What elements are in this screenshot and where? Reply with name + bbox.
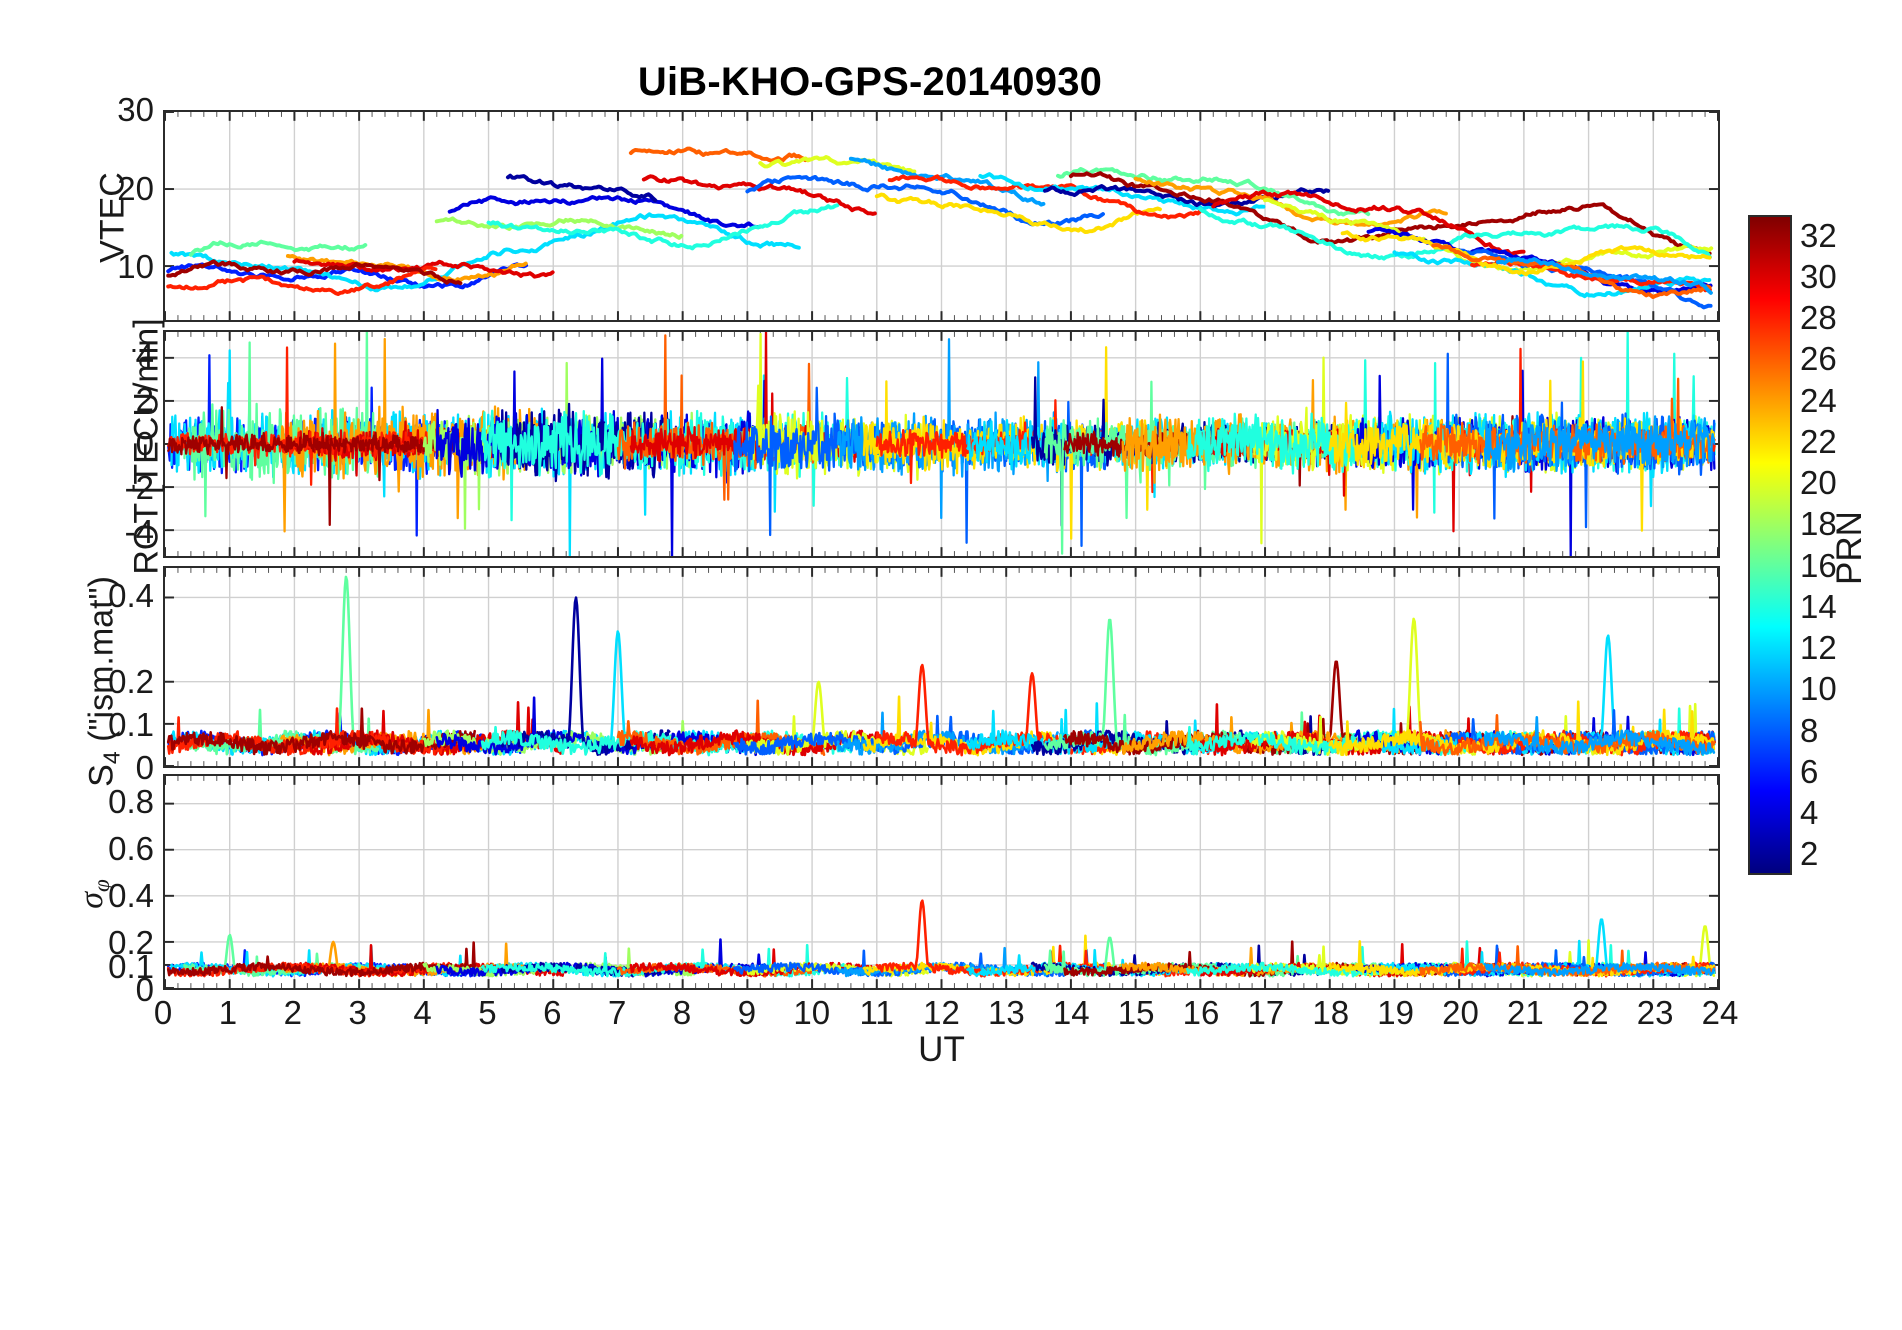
- colorbar-tick-label: 4: [1800, 794, 1819, 832]
- colorbar-tick-label: 10: [1800, 670, 1837, 708]
- y-tick-label-vtec: 30: [117, 91, 154, 128]
- colorbar-tick-label: 8: [1800, 711, 1819, 749]
- y-tick-label-s4: 0.2: [108, 663, 154, 701]
- colorbar-tick-label: 24: [1800, 381, 1837, 419]
- x-tick-label: 2: [283, 994, 302, 1031]
- colorbar-tick-label: 22: [1800, 422, 1837, 460]
- y-tick-label-s4: 0.4: [108, 577, 154, 615]
- y-tick-label-sig: 0.2: [108, 924, 154, 962]
- x-tick-label: 3: [348, 994, 367, 1031]
- x-tick-label: 1: [218, 994, 238, 1031]
- panel-s4: [163, 566, 1720, 768]
- x-tick-label: 21: [1507, 994, 1544, 1031]
- colorbar-tick-label: 32: [1800, 216, 1837, 254]
- x-tick-label: 9: [737, 994, 757, 1031]
- colorbar-tick-label: 16: [1800, 546, 1837, 584]
- y-tick-label-s4: 0: [135, 749, 154, 786]
- panel-rot: [163, 330, 1720, 558]
- x-tick-label: 16: [1182, 994, 1220, 1031]
- y-tick-label-vtec: 20: [117, 169, 154, 207]
- panel-vtec: [163, 110, 1720, 322]
- y-tick-label-sig: 0: [135, 971, 154, 1008]
- colorbar-label: PRN: [1830, 511, 1869, 585]
- x-tick-label: 23: [1636, 994, 1674, 1031]
- colorbar-tick-label: 6: [1800, 752, 1819, 790]
- x-axis-label: UT: [918, 1030, 965, 1069]
- y-tick-label-rot: -4: [124, 512, 154, 550]
- x-tick-label: 10: [793, 994, 831, 1031]
- x-tick-label: 24: [1701, 994, 1739, 1031]
- y-tick-label-rot: 0: [135, 425, 154, 462]
- x-tick-label: 7: [607, 994, 627, 1031]
- x-tick-label: 20: [1442, 994, 1479, 1031]
- y-tick-label-rot: 4: [135, 337, 154, 375]
- x-tick-label: 11: [859, 994, 894, 1031]
- y-tick-label-sig: 0.1: [108, 947, 154, 985]
- x-tick-label: 22: [1571, 994, 1609, 1031]
- colorbar-tick-label: 26: [1800, 340, 1837, 378]
- colorbar-tick-label: 30: [1800, 257, 1837, 295]
- colorbar-tick-label: 18: [1800, 505, 1837, 543]
- figure-title: UiB-KHO-GPS-20140930: [637, 60, 1103, 104]
- x-tick-label: 5: [478, 994, 497, 1031]
- y-tick-label-s4: 0.1: [108, 706, 154, 744]
- x-tick-label: 0: [153, 994, 173, 1031]
- x-tick-label: 15: [1117, 994, 1155, 1031]
- y-tick-label-sig: 0.4: [108, 877, 154, 915]
- y-tick-label-sig: 0.6: [108, 830, 154, 868]
- colorbar-tick-label: 20: [1800, 464, 1837, 502]
- x-tick-label: 14: [1052, 994, 1090, 1031]
- x-tick-label: 17: [1247, 994, 1285, 1031]
- x-tick-label: 19: [1377, 994, 1414, 1031]
- y-tick-label-rot: -2: [124, 468, 154, 506]
- x-tick-label: 13: [988, 994, 1025, 1031]
- colorbar-tick-label: 12: [1800, 629, 1837, 667]
- colorbar-tick-label: 28: [1800, 299, 1837, 337]
- x-tick-label: 4: [413, 994, 432, 1031]
- y-tick-label-sig: 0.8: [108, 783, 154, 821]
- x-tick-label: 12: [923, 994, 960, 1031]
- panel-sigma-phi: [163, 774, 1720, 990]
- x-tick-label: 6: [543, 994, 562, 1031]
- colorbar: [1748, 215, 1792, 875]
- colorbar-gradient: [1750, 217, 1790, 873]
- x-tick-label: 18: [1312, 994, 1350, 1031]
- y-tick-label-vtec: 10: [117, 248, 154, 286]
- x-tick-label: 8: [672, 994, 692, 1031]
- y-tick-label-rot: 2: [135, 381, 154, 419]
- colorbar-tick-label: 14: [1800, 587, 1837, 625]
- colorbar-tick-label: 2: [1800, 835, 1819, 873]
